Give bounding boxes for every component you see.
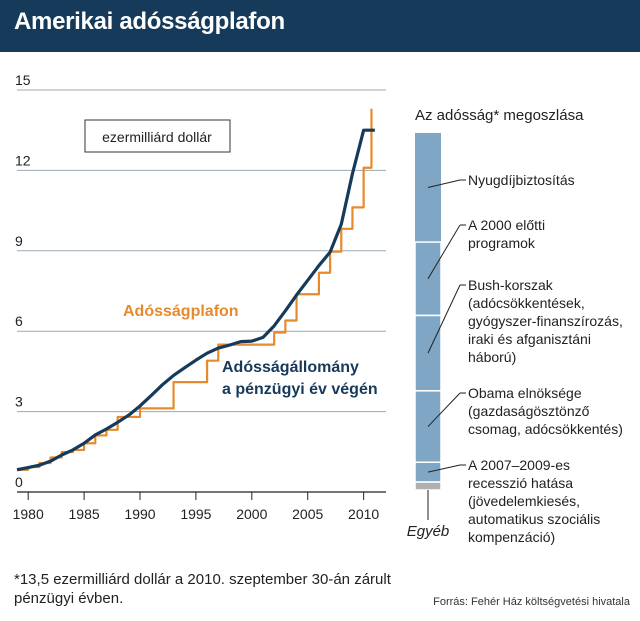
x-tick-label: 1990: [124, 506, 155, 522]
y-tick-label: 15: [15, 72, 31, 88]
bar-segment: [414, 461, 442, 483]
source-credit: Forrás: Fehér Ház költségvetési hivatala: [433, 596, 630, 608]
segment-connector: [427, 284, 461, 354]
segment-label: A 2000 előtti: [468, 217, 545, 233]
breakdown-title: Az adósság* megoszlása: [415, 107, 584, 124]
x-tick-label: 2000: [236, 506, 267, 522]
tick-labels: 0 3 6 9 12 15 1980 1985 1990 1995 2000 2005 2010: [13, 72, 380, 522]
footnote: *13,5 ezermilliárd dollár a 2010. szepte…: [14, 571, 391, 607]
series-lines: [16, 108, 375, 472]
axes: [17, 491, 386, 500]
unit-box-frame: [84, 119, 231, 153]
y-tick-label: 6: [15, 313, 23, 329]
x-tick-label: 2010: [348, 506, 379, 522]
segment-label: gyógyszer-finanszírozás,: [468, 313, 623, 329]
x-tick-label: 1985: [69, 506, 100, 522]
segment-connector: [427, 392, 461, 427]
debt-label-line1: Adósságállomány: [222, 359, 359, 376]
bar-segment: [414, 481, 442, 491]
segment-label: programok: [468, 235, 536, 251]
segment-label: automatikus szociális: [468, 511, 600, 527]
y-tick-label: 12: [15, 152, 31, 168]
x-tick-label: 1995: [180, 506, 211, 522]
unit-box: ezermilliárd dollár: [84, 119, 231, 153]
segment-connector: [427, 179, 461, 189]
ceiling-series-line: [17, 108, 373, 471]
segment-label: Bush-korszak: [468, 277, 554, 293]
x-tick-label: 2005: [292, 506, 323, 522]
segment-label: Nyugdíjbiztosítás: [468, 172, 575, 188]
segment-label: kompenzáció): [468, 529, 555, 545]
segment-label-other: Egyéb: [407, 523, 450, 540]
segment-label: (gazdaságösztönző: [468, 403, 590, 419]
segment-label: Obama elnöksége: [468, 385, 582, 401]
debt-label-line2: a pénzügyi év végén: [222, 381, 378, 398]
debt-series-line: [16, 128, 375, 472]
unit-label: ezermilliárd dollár: [102, 129, 212, 145]
y-tick-label: 9: [15, 233, 23, 249]
debt-breakdown-bar: Az adósság* megoszlása Nyugdíjbiztosítás…: [407, 107, 623, 545]
series-labels: Adósságplafon Adósságállomány a pénzügyi…: [123, 303, 378, 398]
segment-label: háború): [468, 349, 516, 365]
header-bar: Amerikai adósságplafon: [0, 0, 640, 52]
segment-label: recesszió hatása: [468, 475, 573, 491]
segment-connector: [427, 224, 461, 280]
segment-connector: [427, 464, 461, 473]
segment-label: iraki és afganisztáni: [468, 331, 591, 347]
debt-ceiling-chart: 0 3 6 9 12 15 1980 1985 1990 1995 2000 2005 2010 eze…: [13, 72, 623, 545]
gridlines: [17, 89, 386, 413]
bar-segment: [414, 314, 442, 392]
y-tick-label: 3: [15, 394, 23, 410]
segment-label: (jövedelemkiesés,: [468, 493, 580, 509]
segment-label: csomag, adócsökkentés): [468, 421, 623, 437]
segment-label: (adócsökkentések,: [468, 295, 585, 311]
segment-label: A 2007–2009-es: [468, 457, 570, 473]
page-title: Amerikai adósságplafon: [14, 8, 285, 35]
ceiling-label: Adósságplafon: [123, 303, 239, 320]
y-tick-label: 0: [15, 474, 23, 490]
x-tick-label: 1980: [13, 506, 44, 522]
